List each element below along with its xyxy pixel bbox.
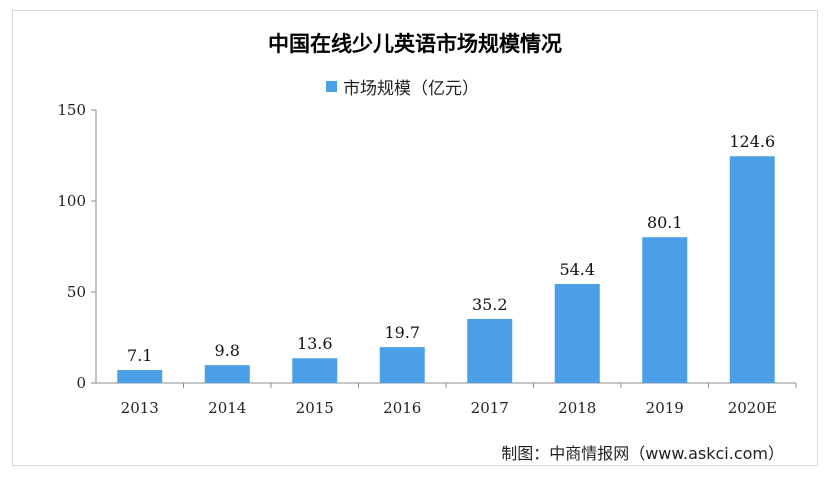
x-tick-label-2015: 2015 <box>296 399 334 417</box>
x-tick-label-2016: 2016 <box>383 399 421 417</box>
data-label-2014: 9.8 <box>215 341 240 360</box>
x-tick-label-2014: 2014 <box>208 399 246 417</box>
x-tick-label-2019: 2019 <box>646 399 684 417</box>
bar-2013 <box>117 370 163 383</box>
y-tick-label: 50 <box>67 283 86 301</box>
data-label-2016: 19.7 <box>384 323 420 342</box>
bar-2014 <box>204 365 250 383</box>
y-tick-label: 0 <box>76 374 86 392</box>
y-tick-label: 150 <box>57 101 86 119</box>
bar-2017 <box>467 318 513 383</box>
bar-2019 <box>642 237 688 383</box>
x-tick-label-2013: 2013 <box>121 399 159 417</box>
data-label-2019: 80.1 <box>647 213 683 232</box>
x-tick-label-2020E: 2020E <box>728 399 777 417</box>
y-tick-label: 100 <box>57 192 86 210</box>
legend-label: 市场规模（亿元） <box>343 79 479 99</box>
bar-2020E <box>729 156 775 383</box>
data-label-2017: 35.2 <box>472 295 508 314</box>
bar-2016 <box>379 347 425 383</box>
data-label-2020E: 124.6 <box>729 132 775 151</box>
data-label-2015: 13.6 <box>297 334 333 353</box>
source-credit: 制图：中商情报网（www.askci.com） <box>501 444 784 463</box>
data-label-2018: 54.4 <box>559 260 595 279</box>
x-tick-label-2017: 2017 <box>471 399 509 417</box>
legend: 市场规模（亿元） <box>326 74 479 99</box>
chart-title: 中国在线少儿英语市场规模情况 <box>268 32 562 56</box>
bar-2015 <box>292 358 338 383</box>
data-label-2013: 7.1 <box>127 346 152 365</box>
legend-swatch <box>326 81 337 92</box>
bar-2018 <box>554 283 600 383</box>
x-tick-label-2018: 2018 <box>558 399 596 417</box>
